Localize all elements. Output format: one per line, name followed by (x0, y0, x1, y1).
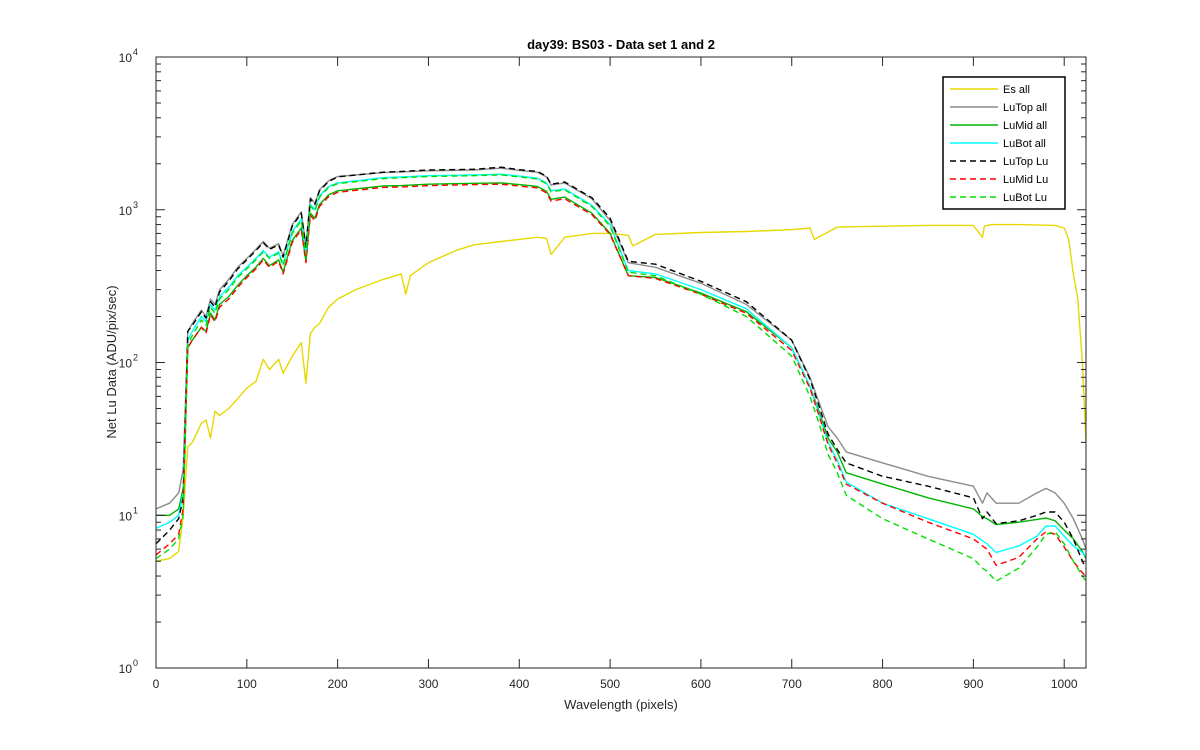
legend-label: Es all (1003, 84, 1030, 96)
x-tick-label: 900 (963, 677, 983, 691)
legend-label: LuMid all (1003, 120, 1047, 132)
y-axis-label: Net Lu Data (ADU/pix/sec) (104, 285, 119, 438)
y-tick-exp: 3 (133, 200, 138, 210)
series-line-4 (156, 166, 1086, 569)
y-tick-label: 10 0 (119, 658, 138, 676)
y-tick-label: 10 2 (119, 353, 138, 371)
y-tick-base: 10 (119, 509, 133, 523)
x-tick-label: 500 (600, 677, 620, 691)
series-line-5 (156, 183, 1086, 577)
chart-title: day39: BS03 - Data set 1 and 2 (527, 37, 715, 52)
x-tick-label: 1000 (1051, 677, 1078, 691)
series-layer (156, 166, 1086, 582)
x-tick-label: 800 (873, 677, 893, 691)
x-tick-label: 700 (782, 677, 802, 691)
series-line-1 (156, 167, 1086, 550)
y-tick-exp: 2 (133, 353, 138, 363)
legend-label: LuTop all (1003, 102, 1047, 114)
series-line-0 (156, 223, 1086, 562)
y-tick-exp: 0 (133, 658, 138, 668)
series-line-2 (156, 182, 1086, 559)
legend-label: LuTop Lu (1003, 156, 1048, 168)
legend-label: LuBot all (1003, 138, 1046, 150)
x-axis-label: Wavelength (pixels) (564, 697, 678, 712)
x-tick-label: 0 (153, 677, 160, 691)
y-tick-label: 10 3 (119, 200, 138, 218)
series-line-3 (156, 173, 1086, 557)
legend-label: LuBot Lu (1003, 192, 1047, 204)
x-tick-label: 200 (328, 677, 348, 691)
y-tick-base: 10 (119, 662, 133, 676)
y-tick-base: 10 (119, 51, 133, 65)
legend-items: Es all LuTop all LuMid all LuBot all LuTop L… (950, 84, 1048, 204)
y-tick-exp: 4 (133, 47, 138, 57)
x-tick-label: 300 (418, 677, 438, 691)
x-tick-label: 600 (691, 677, 711, 691)
legend[interactable]: Es all LuTop all LuMid all LuBot all LuTop L… (942, 76, 1066, 210)
y-tick-label: 10 1 (119, 505, 138, 523)
legend-label: LuMid Lu (1003, 174, 1048, 186)
y-tick-base: 10 (119, 357, 133, 371)
x-tick-label: 100 (237, 677, 257, 691)
y-tick-base: 10 (119, 204, 133, 218)
x-tick-label: 400 (509, 677, 529, 691)
y-tick-label: 10 4 (119, 47, 138, 65)
y-tick-exp: 1 (133, 505, 138, 515)
